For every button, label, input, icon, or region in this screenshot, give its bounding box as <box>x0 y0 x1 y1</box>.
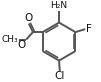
Text: H₂N: H₂N <box>50 1 68 10</box>
Text: O: O <box>18 40 26 50</box>
Text: O: O <box>24 13 32 23</box>
Text: CH₃: CH₃ <box>2 35 18 44</box>
Text: Cl: Cl <box>55 71 65 81</box>
Text: F: F <box>86 24 92 34</box>
